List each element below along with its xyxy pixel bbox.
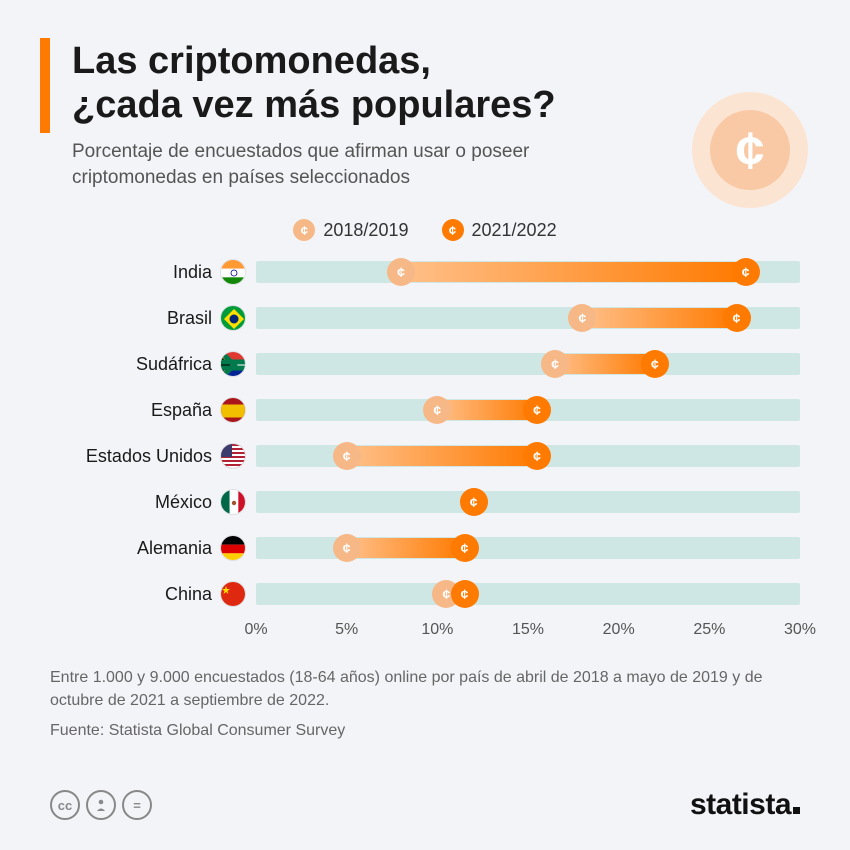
marker-period2: ¢: [723, 304, 751, 332]
marker-period1: ¢: [541, 350, 569, 378]
legend-item-period1: ¢ 2018/2019: [293, 219, 408, 241]
track: ¢¢: [256, 435, 800, 477]
track: ¢¢: [256, 389, 800, 431]
row-label: Brasil: [60, 308, 220, 329]
marker-period2: ¢: [460, 488, 488, 516]
axis-tick: 15%: [512, 621, 544, 639]
flag-icon-br: [220, 305, 246, 331]
track: ¢¢: [256, 481, 800, 523]
axis-tick: 10%: [421, 621, 453, 639]
track: ¢¢: [256, 251, 800, 293]
marker-period2: ¢: [451, 534, 479, 562]
chart-row: Alemania¢¢: [60, 527, 800, 569]
crypto-coin-icon: ¢: [690, 90, 810, 210]
track: ¢¢: [256, 573, 800, 615]
chart-row: México ¢¢: [60, 481, 800, 523]
dumbbell-chart: India¢¢Brasil¢¢Sudáfrica¢¢España¢¢Estado…: [60, 251, 800, 615]
legend-marker-1: ¢: [293, 219, 315, 241]
cc-license-icons: cc =: [50, 790, 152, 820]
legend: ¢ 2018/2019 ¢ 2021/2022: [50, 219, 800, 242]
flag-icon-in: [220, 259, 246, 285]
chart-row: India¢¢: [60, 251, 800, 293]
marker-period1: ¢: [333, 534, 361, 562]
row-label: Sudáfrica: [60, 354, 220, 375]
marker-period2: ¢: [523, 396, 551, 424]
legend-item-period2: ¢ 2021/2022: [442, 219, 557, 241]
methodology-note: Entre 1.000 y 9.000 encuestados (18-64 a…: [50, 667, 800, 712]
flag-icon-za: [220, 351, 246, 377]
flag-icon-es: [220, 397, 246, 423]
header: Las criptomonedas, ¿cada vez más popular…: [50, 40, 800, 191]
axis-tick: 5%: [335, 621, 358, 639]
legend-label-1: 2018/2019: [323, 220, 408, 241]
marker-period2: ¢: [641, 350, 669, 378]
row-label: China: [60, 584, 220, 605]
marker-period1: ¢: [568, 304, 596, 332]
connector: [347, 538, 465, 558]
marker-period2: ¢: [523, 442, 551, 470]
chart-row: China ¢¢: [60, 573, 800, 615]
connector: [401, 262, 746, 282]
axis-tick: 20%: [603, 621, 635, 639]
statista-logo: statista: [690, 788, 800, 822]
row-label: México: [60, 492, 220, 513]
flag-icon-de: [220, 535, 246, 561]
logo-text: statista: [690, 788, 791, 821]
marker-period2: ¢: [451, 580, 479, 608]
chart-row: Brasil¢¢: [60, 297, 800, 339]
marker-period1: ¢: [387, 258, 415, 286]
chart-row: Sudáfrica¢¢: [60, 343, 800, 385]
flag-icon-us: [220, 443, 246, 469]
source-text: Fuente: Statista Global Consumer Survey: [50, 722, 800, 740]
subtitle: Porcentaje de encuestados que afirman us…: [72, 139, 632, 190]
marker-period1: ¢: [423, 396, 451, 424]
footer: cc = statista: [50, 788, 800, 822]
axis-tick: 25%: [693, 621, 725, 639]
logo-dot-icon: [793, 807, 800, 814]
row-label: India: [60, 262, 220, 283]
cc-icon: cc: [50, 790, 80, 820]
chart-row: España¢¢: [60, 389, 800, 431]
title-line-1: Las criptomonedas,: [72, 40, 431, 82]
title-line-2: ¿cada vez más populares?: [72, 84, 556, 126]
connector: [347, 446, 537, 466]
row-label: Alemania: [60, 538, 220, 559]
legend-label-2: 2021/2022: [472, 220, 557, 241]
accent-bar: [40, 38, 50, 133]
x-axis: 0%5%10%15%20%25%30%: [256, 621, 800, 645]
track: ¢¢: [256, 297, 800, 339]
connector: [582, 308, 736, 328]
axis-tick: 30%: [784, 621, 816, 639]
cc-icon: [86, 790, 116, 820]
track: ¢¢: [256, 343, 800, 385]
marker-period2: ¢: [732, 258, 760, 286]
flag-icon-cn: [220, 581, 246, 607]
row-label: España: [60, 400, 220, 421]
marker-period1: ¢: [333, 442, 361, 470]
svg-text:¢: ¢: [736, 122, 765, 180]
axis-tick: 0%: [244, 621, 267, 639]
track: ¢¢: [256, 527, 800, 569]
legend-marker-2: ¢: [442, 219, 464, 241]
row-label: Estados Unidos: [60, 446, 220, 467]
cc-icon: =: [122, 790, 152, 820]
chart-row: Estados Unidos¢¢: [60, 435, 800, 477]
flag-icon-mx: [220, 489, 246, 515]
